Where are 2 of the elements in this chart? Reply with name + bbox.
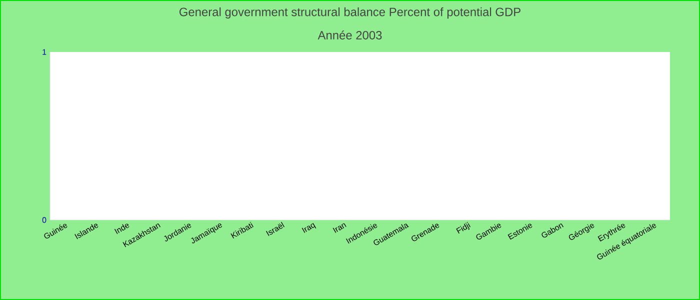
chart-title: General government structural balance Percent of potential GDP [179,7,520,19]
chart-subtitle: Année 2003 [318,30,382,40]
